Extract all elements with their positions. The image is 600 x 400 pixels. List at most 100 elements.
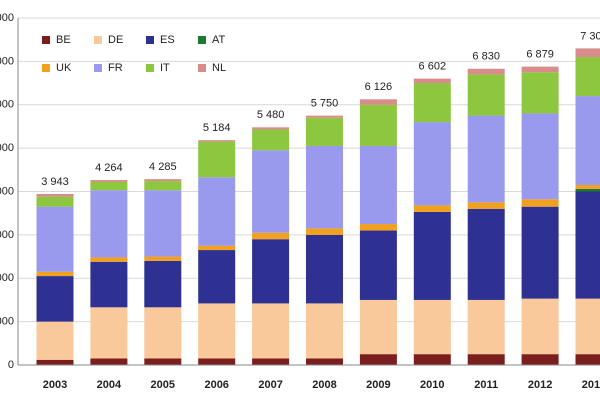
- bar-segment: [359, 104, 397, 146]
- bar-segment: [306, 117, 343, 146]
- legend-swatch: [94, 36, 102, 44]
- bar-segment: [575, 57, 600, 97]
- x-tick-label: 2007: [258, 379, 282, 391]
- total-label: 6 879: [526, 49, 554, 61]
- bar-segment: [467, 208, 505, 300]
- bar-segment: [90, 307, 128, 359]
- bar-segment: [521, 72, 559, 114]
- bar-segment: [252, 358, 290, 365]
- bar-segment: [252, 232, 290, 240]
- total-label: 4 264: [95, 162, 123, 174]
- bar-segment: [90, 190, 128, 258]
- bar-segment: [36, 196, 74, 207]
- bar-segment: [575, 188, 600, 192]
- bar-segment: [144, 181, 182, 191]
- bar-segment: [413, 83, 451, 123]
- x-tick-label: 2004: [97, 379, 122, 391]
- y-tick-label: 4 000: [0, 185, 14, 197]
- y-tick-label: 2 000: [0, 272, 14, 284]
- bar-segment: [575, 96, 600, 185]
- bar-segment: [359, 354, 397, 365]
- bar-segment: [467, 68, 505, 75]
- bar-segment: [36, 359, 74, 365]
- bar-segment: [521, 354, 559, 365]
- x-tick-label: 2008: [312, 379, 336, 391]
- bar-segment: [359, 230, 397, 300]
- bar-segment: [575, 354, 600, 365]
- x-tick-label: 2012: [528, 379, 552, 391]
- legend-swatch: [198, 64, 206, 72]
- bar-segment: [306, 234, 343, 304]
- bar-segment: [359, 224, 397, 231]
- x-tick-label: 2009: [366, 379, 390, 391]
- bar-segment: [575, 184, 600, 189]
- total-label: 5 750: [311, 98, 339, 110]
- y-tick-label: 5 000: [0, 142, 14, 154]
- bar-segment: [306, 145, 343, 229]
- total-label: 5 480: [257, 109, 285, 121]
- bar-segment: [90, 257, 128, 262]
- bar-segment: [36, 276, 74, 322]
- total-label: 6 830: [472, 51, 500, 63]
- y-tick-label: 8 000: [0, 12, 14, 24]
- bar-segment: [306, 115, 343, 118]
- bar-segment: [198, 250, 236, 304]
- x-tick-label: 2011: [474, 379, 498, 391]
- legend-label: IT: [160, 62, 170, 74]
- bar-segment: [467, 354, 505, 365]
- legend-swatch: [146, 36, 154, 44]
- x-tick-label: 2003: [43, 379, 67, 391]
- y-tick-label: 7 000: [0, 55, 14, 67]
- total-label: 4 285: [149, 161, 177, 173]
- bar-segment: [90, 261, 128, 308]
- bar-segment: [575, 191, 600, 299]
- bar-segment: [413, 205, 451, 212]
- bar-segment: [252, 150, 290, 233]
- legend-swatch: [42, 64, 50, 72]
- bar-segment: [252, 129, 290, 151]
- bar-segment: [198, 245, 236, 251]
- total-label: 3 943: [41, 176, 69, 188]
- bar-segment: [521, 199, 559, 207]
- bar-segment: [198, 177, 236, 246]
- bar-segment: [198, 303, 236, 359]
- x-tick-label: 2005: [151, 379, 175, 391]
- legend-swatch: [198, 36, 206, 44]
- legend-label: DE: [108, 34, 123, 46]
- legend-label: FR: [108, 62, 123, 74]
- bar-segment: [90, 181, 128, 191]
- y-tick-label: 6 000: [0, 99, 14, 111]
- y-tick-label: 3 000: [0, 229, 14, 241]
- bar-segment: [144, 256, 182, 261]
- bar-segment: [306, 228, 343, 235]
- bar-segment: [36, 206, 74, 272]
- bar-segment: [252, 303, 290, 359]
- bar-segment: [252, 239, 290, 304]
- bar-segment: [144, 358, 182, 365]
- bar-segment: [36, 271, 74, 277]
- bar-segment: [144, 260, 182, 308]
- legend-label: ES: [160, 34, 175, 46]
- bar-segment: [413, 354, 451, 365]
- bar-segment: [467, 74, 505, 116]
- legend-swatch: [42, 36, 50, 44]
- bar-segment: [359, 299, 397, 355]
- bar-segment: [36, 321, 74, 360]
- bar-segment: [252, 127, 290, 130]
- bar-segment: [413, 299, 451, 355]
- bar-segment: [359, 145, 397, 225]
- bar-segment: [90, 180, 128, 182]
- bar-segment: [306, 358, 343, 365]
- bar-segment: [521, 298, 559, 355]
- total-label: 7 300: [580, 30, 600, 42]
- bar-segment: [413, 122, 451, 206]
- bar-segment: [306, 303, 343, 359]
- bar-segment: [467, 115, 505, 203]
- bar-segment: [413, 211, 451, 300]
- bar-segment: [521, 113, 559, 200]
- bar-segment: [467, 202, 505, 209]
- bar-segment: [359, 99, 397, 105]
